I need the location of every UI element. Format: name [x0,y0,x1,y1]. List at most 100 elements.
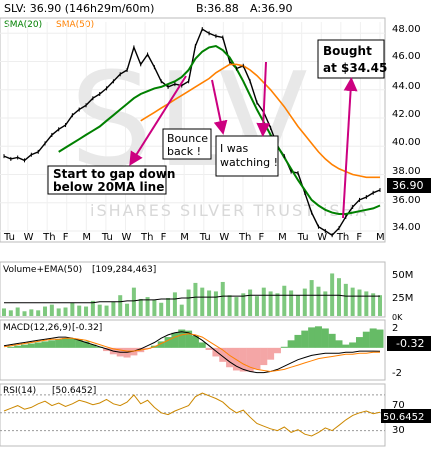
macd-histogram-bar [75,339,83,348]
price-xtick-12: Th [238,232,251,243]
macd-histogram-bar [219,347,227,362]
price-ytick-40: 40.00 [392,137,421,148]
macd-histogram-bar [314,326,322,348]
annotation-gap-line1: Start to gap down [53,167,175,181]
volume-value: [109,284,463] [92,265,156,275]
volume-bar [207,290,212,316]
price-xtick-11: W [219,232,229,243]
price-xtick-13: F [259,232,265,243]
macd-histogram-bar [273,347,281,354]
price-xtick-3: F [63,232,69,243]
macd-histogram-bar [349,342,357,348]
annotation-bounce-line2: back ! [167,145,201,158]
volume-bar [152,299,157,316]
volume-bar [350,287,355,316]
volume-bar [159,302,164,316]
price-xtick-16: W [317,232,327,243]
volume-label: Volume+EMA(50) [3,265,82,275]
price-ytick-36: 36.00 [392,195,421,206]
annotation-gap-line2: below 20MA line [53,180,164,194]
rsi-last-badge [381,409,431,423]
watermark-name: iSHARES SILVER TRUST iSHA [90,201,369,220]
volume-bar [302,288,307,316]
header-symbol: SLV: 36.90 (146h29m/60m) [4,2,154,15]
volume-bar [49,304,54,316]
macd-value: [-0.32] [72,323,102,333]
macd-histogram-bar [335,340,343,348]
price-xtick-1: W [24,232,34,243]
volume-bar [179,304,184,316]
sma20-legend: SMA(20) [4,20,42,30]
volume-bar [234,297,239,316]
volume-bar [90,300,95,316]
macd-histogram-bar [185,330,193,348]
macd-last-value: -0.32 [396,337,424,350]
price-xtick-9: M [180,232,189,243]
volume-series-group [2,273,382,316]
volume-bar [343,283,348,316]
macd-histogram-bar [321,328,329,348]
volume-bar [111,301,116,316]
price-xtick-17: Th [336,232,349,243]
volume-bar [371,293,376,316]
arrow-watching [256,61,271,137]
macd-histogram-bar [144,347,152,349]
volume-bar [289,290,294,316]
macd-histogram-bar [226,347,234,368]
volume-bar [282,285,287,316]
volume-bar [357,289,362,316]
volume-ema-line [4,294,380,304]
price-x-axis: Tu W Th F M Tu W Th F M Tu W Th F M Tu W Th F M [3,232,385,243]
macd-histogram-bar [308,327,316,348]
annotation-bounce-line1: Bounce [167,132,208,145]
volume-bar [43,306,48,316]
volume-bar [70,302,75,316]
sma50-legend: SMA(50) [56,20,94,30]
header-background [0,0,431,26]
price-xtick-4: M [82,232,91,243]
macd-histogram-bar [164,337,172,348]
macd-histogram-bar [212,347,220,357]
volume-ytick-50m: 50M [392,270,413,281]
annotation-bought: Bought at $34.45 [317,39,387,79]
annotation-watching-line2: watching ! [220,156,278,169]
rsi-ytick-30: 30 [392,425,405,436]
macd-histogram-bar [280,346,288,348]
macd-histogram-bar [21,344,29,348]
rsi-ytick-70: 70 [392,400,405,411]
macd-histogram-bar [369,328,377,348]
volume-bar [125,303,130,316]
volume-bar [378,295,382,316]
volume-bar [166,298,171,316]
annotation-watching-box [215,135,279,177]
macd-histogram-bar [267,347,275,360]
volume-ytick-25m: 25M [392,293,413,304]
price-ytick-34: 34.00 [392,222,421,233]
volume-bar [268,291,273,316]
price-xtick-8: F [161,232,167,243]
macd-histogram-bar [287,340,295,348]
arrow-bounce [211,79,228,135]
macd-histogram-bar [27,343,35,348]
header-ask: A:36.90 [250,2,293,15]
price-grid [0,22,385,238]
macd-series-group [3,326,384,374]
volume-bar [63,307,68,316]
macd-histogram-bar [41,341,49,348]
annotation-watching: I was watching ! [215,135,279,177]
macd-histogram-bar [178,329,186,348]
volume-bar [84,306,89,316]
rsi-last-value: 50.6452 [383,412,424,423]
volume-bar [2,308,6,316]
price-ytick-44: 44.00 [392,81,421,92]
price-xtick-6: W [121,232,131,243]
volume-ytick-0k: 0K [392,313,403,322]
macd-histogram-bar [246,347,254,372]
volume-bar [275,293,280,316]
rsi-value: [50.6452] [52,386,96,396]
macd-histogram-bar [260,347,268,366]
price-ytick-42: 42.00 [392,109,421,120]
price-ytick-46: 46.00 [392,51,421,62]
